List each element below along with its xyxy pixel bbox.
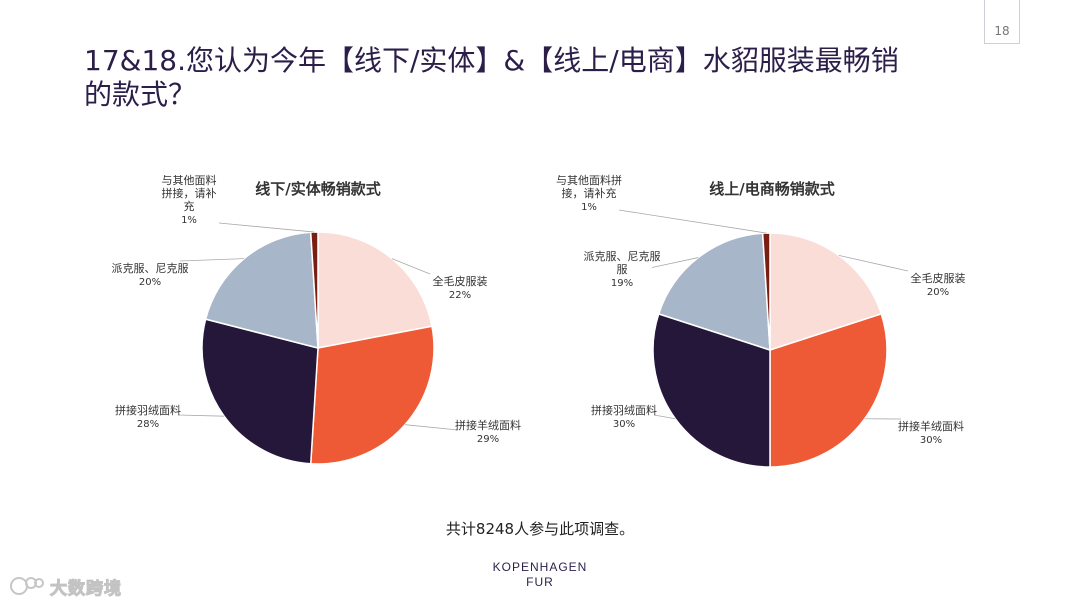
pie-chart-title: 线上/电商畅销款式 (709, 180, 834, 198)
leader-line (179, 258, 245, 262)
slide-title-line1: 17&18.您认为今年【线下/实体】&【线上/电商】水貂服装最畅销 (84, 44, 899, 77)
pie-slice-拼接羊绒面料 (309, 325, 435, 465)
watermark-text: 大数跨境 (50, 578, 122, 599)
pie-slice-拼接羽绒面料 (201, 318, 319, 465)
slice-value-label: 20% (139, 277, 161, 288)
slide-title-line2: 的款式？ (84, 78, 197, 111)
slice-value-label: 29% (477, 434, 499, 445)
logo-line1: KOPENHAGEN (492, 560, 588, 574)
slice-label: 拼接羽绒面料 (591, 403, 657, 417)
logo-line2: FUR (526, 575, 554, 589)
slice-value-label: 30% (920, 435, 942, 446)
leader-line (218, 222, 315, 233)
pie-slice-拼接羊绒面料 (769, 312, 888, 468)
slice-label: 全毛皮服装 (433, 274, 488, 288)
leader-line (651, 257, 699, 268)
slice-value-label: 1% (581, 202, 597, 213)
pie-chart-title: 线下/实体畅销款式 (255, 180, 380, 198)
slice-label: 拼接羽绒面料 (115, 403, 181, 417)
leader-line (404, 424, 459, 431)
pie-slice-与其他面料拼接-请补充 (761, 232, 771, 351)
slide-title: 17&18.您认为今年【线下/实体】&【线上/电商】水貂服装最畅销 的款式？ (84, 44, 984, 112)
brand-logo-icon (10, 577, 44, 595)
page-number: 18 (984, 0, 1020, 44)
survey-footnote: 共计8248人参与此项调查。 (445, 520, 635, 538)
pie-slice-派克服-尼克服 (204, 231, 319, 349)
pie-slice-全毛皮服装 (769, 232, 883, 352)
pie-slice-拼接羽绒面料 (652, 312, 771, 468)
watermark: 大数跨境 (10, 572, 122, 600)
slice-label: 拼接羊绒面料 (455, 418, 521, 432)
slice-label: 与其他面料拼接，请补充 (556, 173, 622, 200)
slice-value-label: 1% (181, 215, 197, 226)
slice-label: 派克服、尼克服服 (584, 250, 661, 276)
slice-value-label: 19% (611, 278, 633, 289)
slice-value-label: 30% (613, 419, 635, 430)
leader-line (838, 254, 909, 272)
slice-label: 拼接羊绒面料 (898, 419, 964, 433)
leader-line (391, 258, 431, 275)
slice-value-label: 22% (449, 290, 471, 301)
slice-label: 派克服、尼克服 (112, 262, 189, 275)
kopenhagen-fur-logo: KOPENHAGEN FUR (470, 560, 610, 590)
slice-label: 与其他面料拼接，请补充 (162, 173, 217, 213)
leader-line (653, 414, 676, 420)
leader-line (618, 209, 767, 234)
slice-label: 全毛皮服装 (911, 271, 966, 285)
slice-value-label: 28% (137, 419, 159, 430)
slice-value-label: 20% (927, 287, 949, 298)
leader-line (177, 414, 225, 417)
